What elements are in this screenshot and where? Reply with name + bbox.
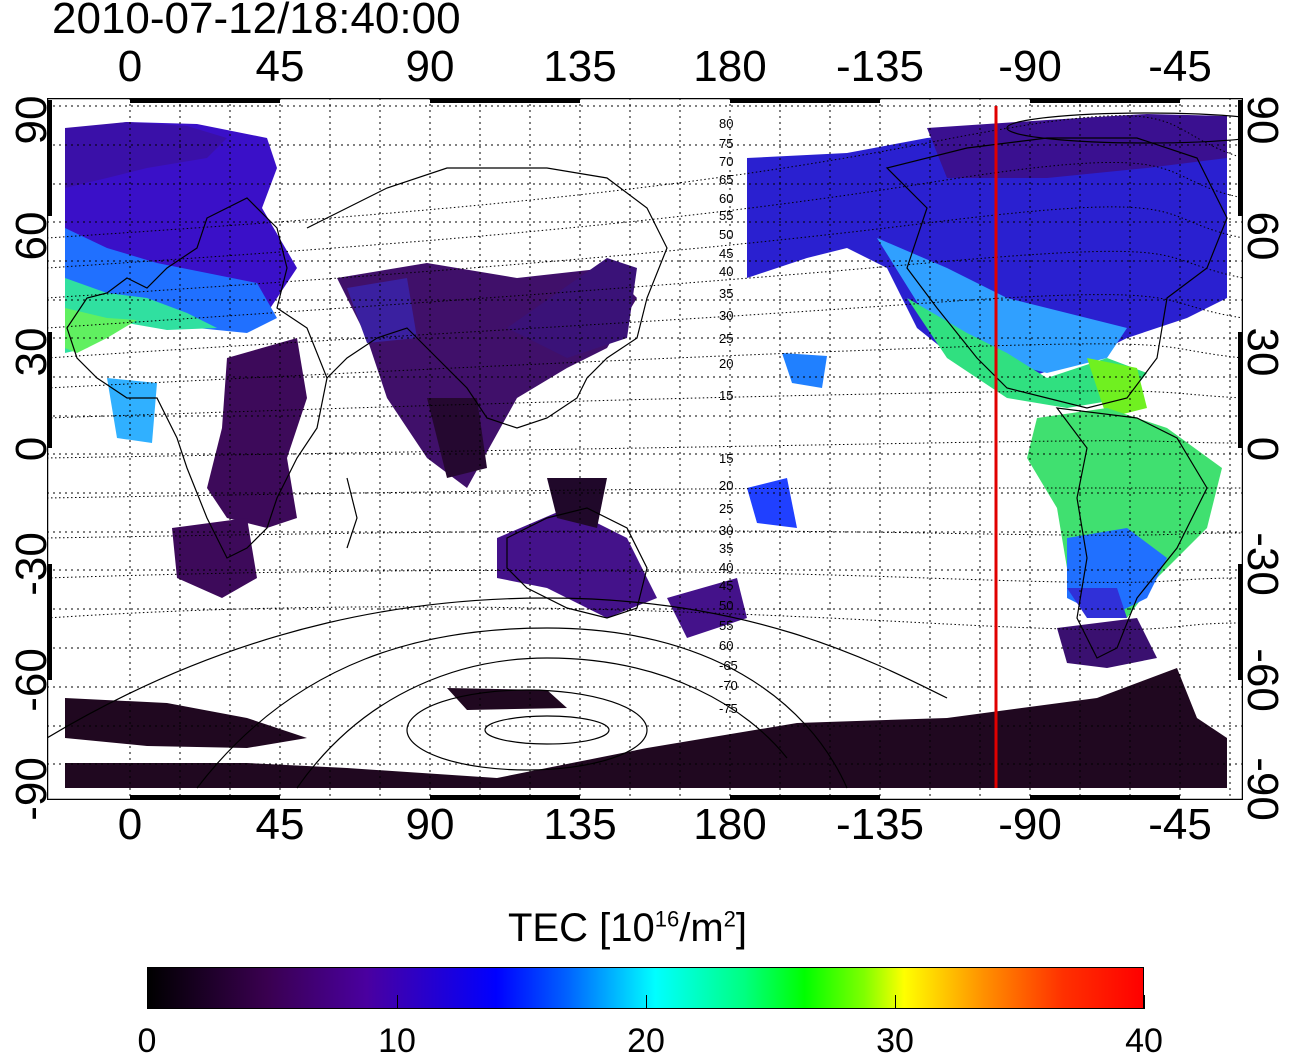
polar-contours [47,112,1243,789]
top-lon-tick: -90 [998,42,1062,91]
contour-label: 45 [719,578,733,593]
bottom-lon-tick: 0 [117,800,143,849]
contour-label: 75 [719,136,733,151]
colorbar-tick-mark [147,995,148,1009]
contour-label: 70 [719,154,733,169]
contour-label: 20 [719,356,733,371]
bottom-lon-tick: 45 [255,800,305,849]
contour-label: 25 [719,331,733,346]
bottom-lon-tick: -90 [998,800,1062,849]
contour-label: 15 [719,451,733,466]
contour-label: 60 [719,191,733,206]
colorbar-title: TEC [1016/m2] [508,906,748,950]
top-lon-tick: -45 [1148,42,1212,91]
contour-label: 15 [719,388,733,403]
contour-label: 25 [719,501,733,516]
contour-label: 30 [719,308,733,323]
bottom-lon-tick: 135 [543,800,617,849]
colorbar-tick-label: 10 [378,1022,416,1060]
contour-label: 50 [719,598,733,613]
coastlines [66,137,1228,659]
colorbar-tick-mark [646,995,647,1009]
contour-label: 45 [719,246,733,261]
colorbar-tick-mark [397,995,398,1009]
tec-north-america [747,116,1227,378]
contour-label: 30 [719,523,733,538]
colorbar-tick-label: 0 [137,1022,157,1060]
tec-map: 80 75 70 65 60 55 50 45 40 35 30 25 20 15 15 20 25 30 35 40… [47,98,1243,800]
contour-label: 35 [719,286,733,301]
contour-label: 40 [719,264,733,279]
bottom-lon-tick: -45 [1148,800,1212,849]
colorbar-tick-mark [895,995,896,1009]
contour-label: -65 [719,658,738,673]
contour-label: 55 [719,618,733,633]
top-lon-tick: 135 [543,42,617,91]
contour-label: -75 [719,701,738,716]
bottom-lon-tick: 90 [405,800,455,849]
top-lon-tick: 180 [693,42,767,91]
contour-label: -70 [719,678,738,693]
magnetic-contours [47,115,1243,631]
colorbar-tick-label: 20 [627,1022,665,1060]
contour-label: 60 [719,638,733,653]
tec-antarctica [65,668,1227,788]
timestamp-title: 2010-07-12/18:40:00 [52,0,461,43]
graticule [47,98,1243,800]
contour-label: 50 [719,227,733,242]
top-lon-tick: 90 [405,42,455,91]
colorbar-tick-mark [1144,995,1145,1009]
contour-label: 65 [719,172,733,187]
top-lon-tick: -135 [835,42,925,91]
frame-bars [47,98,1243,800]
bottom-lon-tick: -135 [835,800,925,849]
tec-australia [497,508,657,618]
colorbar-tick-label: 40 [1125,1022,1163,1060]
contour-label: 35 [719,541,733,556]
top-lon-tick: 0 [117,42,143,91]
contour-label: 80 [719,116,733,131]
tec-africa [207,338,307,528]
contour-label: 40 [719,560,733,575]
bottom-lon-tick: 180 [693,800,767,849]
top-lon-tick: 45 [255,42,305,91]
contour-label: 20 [719,478,733,493]
colorbar-tick-label: 30 [876,1022,914,1060]
tec-colorbar [147,967,1144,1009]
contour-label: 55 [719,208,733,223]
tec-data [65,114,1227,788]
